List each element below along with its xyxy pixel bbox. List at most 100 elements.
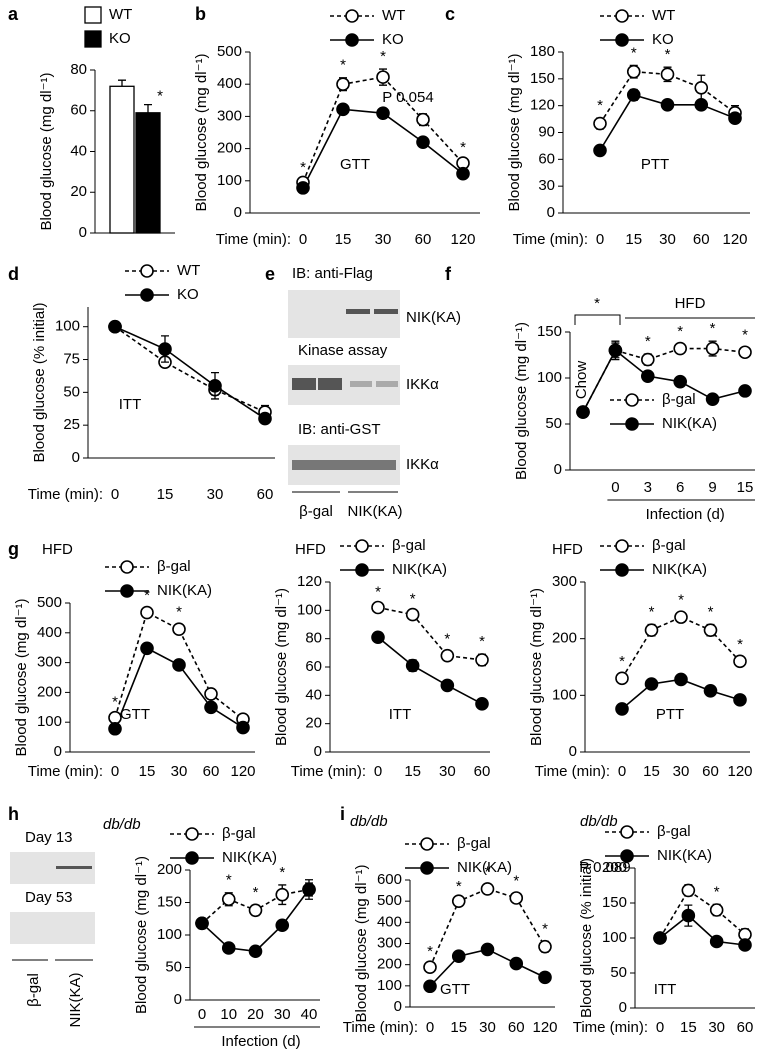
bar — [109, 85, 135, 234]
significance: * — [460, 139, 466, 156]
y-tick-label: 500 — [377, 892, 402, 909]
blot-label: Kinase assay — [298, 342, 388, 359]
data-point — [275, 918, 290, 933]
legend-label: KO — [652, 31, 674, 48]
series-line — [114, 325, 266, 420]
annotation: ITT — [389, 706, 412, 723]
x-tick-label: 30 — [274, 1006, 291, 1023]
data-point — [248, 903, 263, 918]
data-point — [258, 411, 272, 426]
y-tick-label: 75 — [63, 350, 80, 367]
data-point — [172, 658, 186, 672]
chart-title: HFD — [42, 541, 73, 558]
y-tick-label: 200 — [552, 630, 577, 647]
blot-label: IKKα — [406, 376, 439, 393]
series-line — [659, 889, 746, 939]
x-tick-label: 60 — [474, 763, 491, 780]
data-point — [703, 623, 718, 637]
x-tick-label: 120 — [230, 763, 255, 780]
x-tick-label: 15 — [450, 1019, 467, 1036]
y-tick-label: 200 — [157, 861, 182, 878]
group-label: β-gal — [25, 973, 42, 1007]
x-tick-label: 0 — [198, 1006, 206, 1023]
y-tick-label: 120 — [530, 97, 555, 114]
data-point — [480, 882, 495, 896]
x-tick-label: 60 — [508, 1019, 525, 1036]
data-point — [371, 630, 385, 645]
legend-marker — [120, 560, 134, 574]
y-tick-label: 25 — [63, 416, 80, 433]
legend-marker — [615, 9, 629, 23]
y-tick-label: 400 — [37, 624, 62, 641]
blot-label: Day 13 — [25, 829, 73, 846]
legend-label: β-gal — [392, 537, 426, 554]
panel-letter: h — [8, 804, 19, 824]
data-point — [336, 77, 350, 91]
y-tick-label: 0 — [569, 743, 577, 760]
y-tick-label: 40 — [70, 142, 87, 159]
y-tick-label: 200 — [217, 140, 242, 157]
y-tick-label: 80 — [70, 61, 87, 78]
annotation: GTT — [120, 706, 150, 723]
data-point — [451, 894, 466, 908]
data-point — [296, 181, 310, 195]
panel-letter: i — [340, 804, 345, 824]
y-tick-label: 0 — [394, 998, 402, 1015]
y-axis-label: Blood glucose (mg dl⁻¹) — [513, 322, 530, 480]
series-line — [377, 636, 483, 705]
data-point — [673, 341, 688, 356]
data-point — [728, 111, 742, 125]
x-tick-label: 60 — [693, 231, 710, 248]
x-tick-label: 15 — [139, 763, 156, 780]
y-tick-label: 120 — [297, 573, 322, 590]
legend-marker — [120, 584, 134, 598]
x-tick-label: 30 — [708, 1019, 725, 1036]
data-point — [733, 693, 747, 707]
group-label: β-gal — [299, 503, 333, 520]
data-point — [733, 654, 747, 669]
data-point — [416, 135, 430, 149]
data-point — [440, 648, 455, 663]
blot-strip — [10, 912, 95, 944]
legend-marker — [620, 825, 634, 839]
x-tick-label: 120 — [450, 231, 475, 248]
series-line — [377, 606, 483, 661]
data-point — [221, 892, 236, 907]
data-point — [673, 374, 688, 389]
legend-label: NIK(KA) — [662, 415, 717, 432]
significance: * — [144, 587, 150, 604]
chart-title: HFD — [552, 541, 583, 558]
y-tick-label: 150 — [602, 894, 627, 911]
legend-label: NIK(KA) — [652, 561, 707, 578]
legend-marker — [345, 33, 359, 47]
x-tick-label: 15 — [157, 486, 174, 503]
y-tick-label: 50 — [610, 964, 627, 981]
x-tick-label: 30 — [659, 231, 676, 248]
x-tick-label: 20 — [247, 1006, 264, 1023]
y-tick-label: 200 — [602, 859, 627, 876]
x-tick-label: 0 — [374, 763, 382, 780]
blot-e: e IB: anti-Flag NIK(KA) Kinase assay IKK… — [265, 264, 461, 520]
y-tick-label: 100 — [377, 977, 402, 994]
y-tick-label: 60 — [305, 658, 322, 675]
y-tick-label: 80 — [305, 630, 322, 647]
data-point — [615, 671, 629, 686]
blot-label: IB: anti-Flag — [292, 265, 373, 282]
annotation: Chow — [573, 361, 590, 400]
y-tick-label: 100 — [537, 369, 562, 386]
significance: * — [513, 873, 519, 890]
x-tick-label: 30 — [207, 486, 224, 503]
x-tick-label: 60 — [415, 231, 432, 248]
significance: * — [410, 591, 416, 608]
legend-label: β-gal — [157, 558, 191, 575]
x-tick-label: 0 — [426, 1019, 434, 1036]
significance: * — [279, 864, 285, 881]
y-axis-label: Blood glucose (mg dl⁻¹) — [13, 599, 30, 757]
significance: * — [649, 603, 655, 620]
y-tick-label: 0 — [79, 224, 87, 241]
y-tick-label: 600 — [377, 871, 402, 888]
data-point — [694, 80, 709, 95]
blot-band — [346, 309, 370, 314]
data-point — [644, 677, 659, 691]
y-axis-label: Blood glucose (mg dl⁻¹) — [273, 588, 290, 746]
